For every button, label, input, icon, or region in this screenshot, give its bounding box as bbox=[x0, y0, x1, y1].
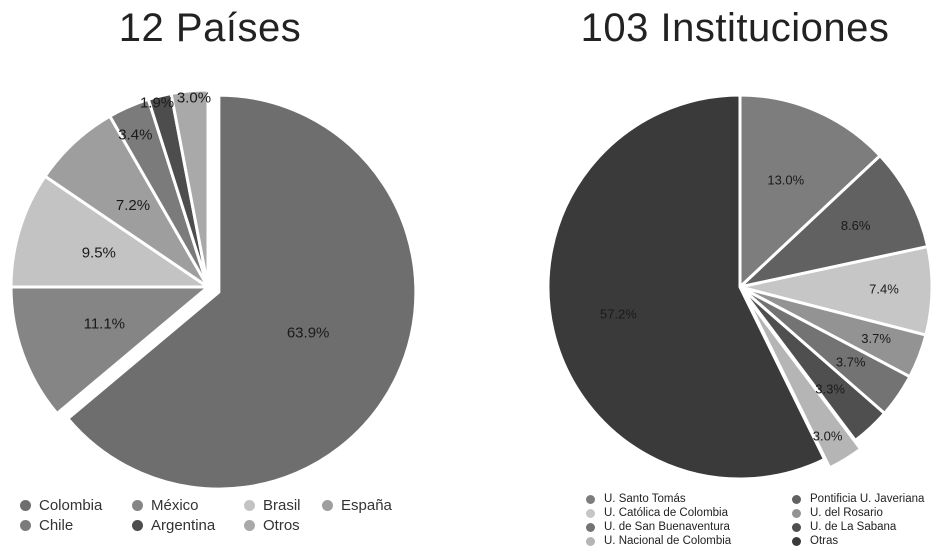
legend-label: Argentina bbox=[151, 517, 216, 534]
legend-label: U. de San Buenaventura bbox=[604, 521, 730, 533]
data-label-u-de-san-buenaventura: 3.7% bbox=[836, 355, 866, 370]
pie-slice-u-santo-tomas bbox=[738, 93, 882, 289]
legend-swatch bbox=[322, 500, 333, 511]
legend-item-brasil: Brasil bbox=[244, 497, 301, 514]
pie-slice-brasil bbox=[9, 174, 210, 289]
countries-chart-panel: 12 Países 63.9% 11.1% 9.5% 7.2% 3.4% 1.9% 3.0%… bbox=[0, 0, 420, 557]
legend-swatch bbox=[586, 536, 595, 546]
legend-item-pontificia-u-javeriana: Pontificia U. Javeriana bbox=[792, 493, 924, 505]
legend-item-mexico: México bbox=[132, 497, 199, 514]
data-label-brasil: 9.5% bbox=[82, 244, 116, 261]
legend-swatch bbox=[792, 522, 801, 532]
legend-label: U. Nacional de Colombia bbox=[604, 535, 732, 547]
pie-slice-otras bbox=[546, 93, 827, 481]
pie-slice-u-nacional-de-colombia bbox=[743, 294, 863, 470]
legend-swatch bbox=[792, 494, 801, 504]
legend-swatch bbox=[586, 522, 595, 532]
legend-swatch bbox=[132, 520, 143, 531]
legend-item-colombia: Colombia bbox=[20, 497, 102, 514]
legend-swatch bbox=[792, 536, 801, 546]
legend-swatch bbox=[132, 500, 143, 511]
data-label-pontificia-u-javeriana: 8.6% bbox=[841, 218, 871, 233]
pie-slice-otros bbox=[169, 88, 210, 289]
legend-label: España bbox=[341, 497, 392, 514]
legend-swatch bbox=[20, 520, 31, 531]
legend-label: Otras bbox=[810, 535, 839, 547]
data-label-u-catolica-de-colombia: 7.4% bbox=[869, 281, 899, 296]
pie-slice-colombia bbox=[66, 93, 418, 491]
legend-item-chile: Chile bbox=[20, 517, 73, 534]
pie-data-labels: 63.9% 11.1% 9.5% 7.2% 3.4% 1.9% 3.0% bbox=[82, 90, 330, 342]
legend-item-otras: Otras bbox=[792, 535, 838, 547]
legend-swatch bbox=[792, 508, 801, 518]
legend-item-u-nacional-de-colombia: U. Nacional de Colombia bbox=[586, 535, 731, 547]
institutions-chart-panel: 103 Instituciones 13.0% 8.6% 7.4% 3.7% 3.7% 3… bbox=[520, 0, 945, 557]
legend-label: Brasil bbox=[263, 497, 301, 514]
data-label-otras: 57.2% bbox=[600, 307, 637, 322]
legend-item-u-santo-tomas: U. Santo Tomás bbox=[586, 493, 686, 505]
legend-label: U. de La Sabana bbox=[810, 521, 897, 533]
legend-label: Otros bbox=[263, 517, 300, 534]
pie-data-labels: 13.0% 8.6% 7.4% 3.7% 3.7% 3.3% 3.0% 57.2% bbox=[600, 173, 899, 444]
data-label-u-santo-tomas: 13.0% bbox=[767, 173, 804, 188]
legend-label: U. del Rosario bbox=[810, 507, 883, 519]
data-label-mexico: 11.1% bbox=[84, 316, 125, 333]
legend-item-u-catolica-de-colombia: U. Católica de Colombia bbox=[586, 507, 728, 519]
legend-label: México bbox=[151, 497, 199, 514]
legend-item-u-de-la-sabana: U. de La Sabana bbox=[792, 521, 896, 533]
legend-swatch bbox=[244, 520, 255, 531]
chart-title: 103 Instituciones bbox=[580, 6, 890, 50]
legend-label: Pontificia U. Javeriana bbox=[810, 493, 925, 505]
legend-item-otros: Otros bbox=[244, 517, 300, 534]
data-label-u-del-rosario: 3.7% bbox=[861, 331, 891, 346]
legend-swatch bbox=[244, 500, 255, 511]
data-label-u-nacional-de-colombia: 3.0% bbox=[813, 428, 843, 443]
pie-slices bbox=[546, 93, 934, 481]
institutions-pie-chart: 13.0% 8.6% 7.4% 3.7% 3.7% 3.3% 3.0% 57.2% bbox=[546, 93, 934, 481]
legend-item-u-del-rosario: U. del Rosario bbox=[792, 507, 883, 519]
pie-slice-pontificia-u-javeriana bbox=[738, 154, 930, 289]
pie-slices bbox=[9, 88, 418, 491]
data-label-otros: 3.0% bbox=[177, 90, 211, 107]
legend-item-u-de-san-buenaventura: U. de San Buenaventura bbox=[586, 521, 730, 533]
chart-title: 12 Países bbox=[118, 6, 302, 50]
legend-swatch bbox=[586, 508, 595, 518]
legend-label: U. Católica de Colombia bbox=[604, 507, 729, 519]
legend-label: U. Santo Tomás bbox=[604, 493, 686, 505]
legend-label: Colombia bbox=[39, 497, 103, 514]
legend-item-argentina: Argentina bbox=[132, 517, 215, 534]
legend-swatch bbox=[586, 494, 595, 504]
legend-item-espana: España bbox=[322, 497, 392, 514]
legend-label: Chile bbox=[39, 517, 74, 534]
data-label-colombia: 63.9% bbox=[287, 325, 330, 342]
data-label-argentina: 1.9% bbox=[140, 95, 174, 112]
countries-pie-chart: 63.9% 11.1% 9.5% 7.2% 3.4% 1.9% 3.0% bbox=[9, 88, 418, 491]
data-label-u-de-la-sabana: 3.3% bbox=[815, 382, 845, 397]
legend-swatch bbox=[20, 500, 31, 511]
data-label-espana: 7.2% bbox=[116, 197, 150, 214]
pie-slice-mexico bbox=[9, 285, 210, 416]
data-label-chile: 3.4% bbox=[118, 127, 152, 144]
